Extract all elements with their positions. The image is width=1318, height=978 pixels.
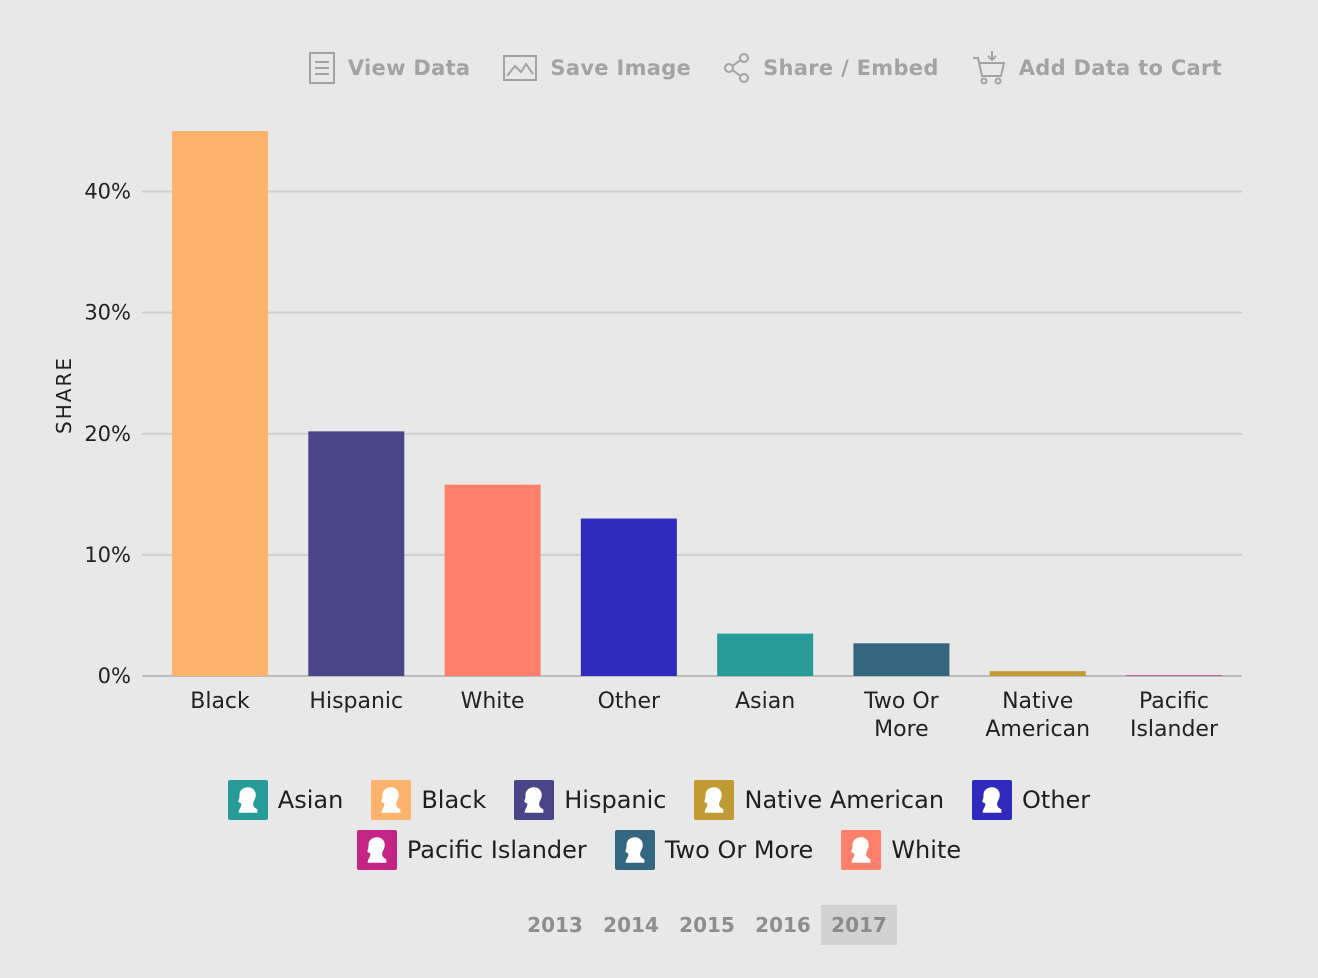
legend-label: Hispanic	[564, 786, 667, 814]
view-data-label: View Data	[347, 56, 471, 80]
x-tick-label: Hispanic	[309, 689, 403, 714]
year-button-2016[interactable]: 2016	[755, 913, 811, 937]
bar-two-or-more[interactable]	[853, 643, 950, 676]
legend-row: Pacific Islander Two Or More White	[343, 830, 975, 870]
bar-chart: 0% 10% 20% 30% 40% Black Hispanic White Other As…	[52, 131, 1242, 742]
legend-item-pacific-islander[interactable]: Pacific Islander	[356, 830, 587, 870]
legend-item-white[interactable]: White	[841, 830, 961, 870]
y-axis-label: SHARE	[52, 356, 76, 434]
x-tick-label: Pacific Islander	[1130, 689, 1219, 742]
person-head-icon	[841, 830, 882, 870]
grid-lines	[142, 190, 1242, 677]
y-tick-label: 0%	[98, 664, 131, 688]
bars	[172, 131, 1222, 676]
legend-label: Asian	[277, 786, 344, 814]
add-to-cart-label: Add Data to Cart	[1018, 56, 1222, 80]
bar-hispanic[interactable]	[308, 431, 405, 676]
y-tick-label: 20%	[84, 422, 131, 446]
y-tick-label: 30%	[84, 301, 131, 325]
x-tick-label: Black	[190, 689, 250, 714]
person-head-icon	[972, 780, 1013, 820]
year-button-2013[interactable]: 2013	[527, 913, 583, 937]
legend-item-black[interactable]: Black	[371, 780, 486, 820]
bar-pacific-islander[interactable]	[1126, 675, 1222, 676]
legend-item-two-or-more[interactable]: Two Or More	[614, 830, 814, 870]
bar-black[interactable]	[172, 131, 268, 676]
person-head-icon	[614, 830, 655, 870]
legend-label: Two Or More	[664, 836, 814, 864]
x-tick-label: Other	[598, 689, 661, 714]
chart-toolbar: View Data Save Image Share / Embed Add D…	[276, 50, 1222, 86]
share-embed-button[interactable]: Share / Embed	[723, 52, 939, 84]
legend: Asian Black Hispanic Native American Other Pa…	[0, 780, 1318, 870]
legend-item-other[interactable]: Other	[972, 780, 1090, 820]
y-tick-label: 10%	[84, 543, 131, 567]
year-button-2014[interactable]: 2014	[603, 913, 659, 937]
person-head-icon	[371, 780, 412, 820]
year-button-2017[interactable]: 2017	[821, 905, 897, 945]
save-image-label: Save Image	[550, 56, 692, 80]
legend-label: Pacific Islander	[406, 836, 587, 864]
document-icon	[308, 52, 335, 84]
legend-row: Asian Black Hispanic Native American Other	[214, 780, 1104, 820]
legend-item-hispanic[interactable]: Hispanic	[514, 780, 666, 820]
x-tick-label: Two Or More	[863, 689, 940, 742]
bar-other[interactable]	[580, 518, 677, 676]
legend-item-asian[interactable]: Asian	[227, 780, 344, 820]
legend-label: Native American	[744, 786, 945, 814]
year-button-2015[interactable]: 2015	[679, 913, 735, 937]
x-tick-label: White	[461, 689, 525, 714]
x-axis-labels: Black Hispanic White Other Asian Two Or More Na…	[190, 689, 1219, 742]
share-icon	[724, 53, 750, 83]
x-tick-label: Native American	[985, 689, 1090, 742]
legend-label: White	[891, 836, 962, 864]
person-head-icon	[227, 780, 268, 820]
add-to-cart-button[interactable]: Add Data to Cart	[971, 50, 1222, 86]
person-head-icon	[514, 780, 555, 820]
save-image-button[interactable]: Save Image	[502, 54, 691, 82]
image-icon	[503, 55, 538, 81]
y-tick-label: 40%	[84, 180, 131, 204]
bar-white[interactable]	[444, 484, 541, 676]
legend-item-native-american[interactable]: Native American	[694, 780, 944, 820]
view-data-button[interactable]: View Data	[308, 51, 471, 85]
y-axis-ticks: 0% 10% 20% 30% 40%	[84, 180, 131, 688]
legend-label: Black	[421, 786, 487, 814]
bar-asian[interactable]	[717, 633, 814, 676]
year-selector: 2013 2014 2015 2016 2017	[0, 905, 1318, 945]
bar-native-american[interactable]	[989, 671, 1086, 676]
x-tick-label: Asian	[735, 689, 795, 714]
cart-icon	[972, 51, 1005, 85]
person-head-icon	[356, 830, 397, 870]
person-head-icon	[694, 780, 735, 820]
share-embed-label: Share / Embed	[763, 56, 939, 80]
legend-label: Other	[1022, 786, 1091, 814]
